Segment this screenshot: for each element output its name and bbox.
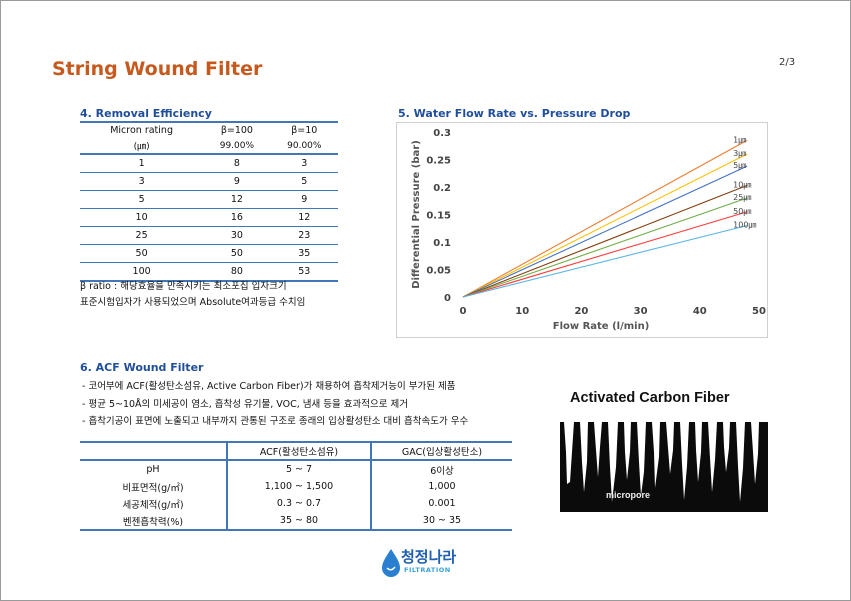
table-cell: 9 <box>270 190 338 209</box>
series-label: 1㎛ <box>733 135 746 145</box>
table-cell: 0.3 ~ 0.7 <box>226 495 371 512</box>
acf-image-title: Activated Carbon Fiber <box>570 390 730 406</box>
series-line <box>462 197 748 298</box>
table-cell: pH <box>146 464 160 475</box>
fiber-micrograph <box>560 422 768 512</box>
table-header-cell: 90.00% <box>287 140 322 151</box>
test-particle-note: 표준시험입자가 사용되었으며 Absolute여과등급 수치임 <box>80 297 306 308</box>
table-cell: 3 <box>270 153 338 173</box>
x-axis-label: Flow Rate (l/min) <box>553 321 650 332</box>
micropore-label: micropore <box>606 490 651 500</box>
removal-efficiency-table: Micron rating β=100 β=10 (㎛) 99.00% 90.0… <box>80 121 338 282</box>
series-label: 100㎛ <box>733 221 756 231</box>
table-cell: 50 <box>203 244 271 263</box>
table-cell: 35 ~ 80 <box>226 512 371 531</box>
series-line <box>462 153 748 298</box>
acf-bullet: - 흡착기공이 표면에 노출되고 내부까지 관통된 구조로 종래의 입상활성탄소… <box>82 416 469 427</box>
series-line <box>462 211 748 298</box>
table-header-cell: GAC(입상활성탄소) <box>370 441 512 461</box>
table-cell: 6이상 <box>370 460 512 478</box>
series-label: 50㎛ <box>733 207 751 217</box>
y-tick-label: 0.25 <box>426 156 451 167</box>
table-cell: 10 <box>80 208 204 227</box>
series-label: 3㎛ <box>733 149 746 159</box>
logo-subtitle: FILTRATION <box>404 566 451 574</box>
table-cell: 3 <box>80 172 204 191</box>
x-tick-label: 50 <box>752 306 766 317</box>
y-axis-label: Differential Pressure (bar) <box>411 140 422 289</box>
table-cell: 벤젠흡착력(%) <box>80 512 227 531</box>
x-tick-label: 0 <box>460 306 467 317</box>
logo-name: 청정나라 <box>401 548 457 566</box>
fiber-micrograph-svg <box>564 422 759 502</box>
acf-section-title: 6. ACF Wound Filter <box>80 361 204 374</box>
x-tick-label: 10 <box>515 306 529 317</box>
table-header-cell: β=10 <box>270 121 338 138</box>
series-line <box>462 139 748 298</box>
y-tick-label: 0.1 <box>433 238 451 249</box>
table-cell: 5 ~ 7 <box>226 460 371 478</box>
activated-carbon-fiber-image: Activated Carbon Fiber micropore <box>554 380 772 515</box>
table-cell: 80 <box>203 262 271 282</box>
series-line <box>462 184 748 298</box>
table-cell: 25 <box>80 226 204 245</box>
table-cell: 1,100 ~ 1,500 <box>226 478 371 495</box>
series-label: 10㎛ <box>733 180 751 190</box>
table-header-cell: β=100 <box>203 121 271 138</box>
y-tick-label: 0.3 <box>433 128 451 139</box>
table-cell: 53 <box>270 262 338 282</box>
x-tick-label: 30 <box>634 306 648 317</box>
table-header-cell: (㎛) <box>133 142 150 152</box>
table-cell: 12 <box>270 208 338 227</box>
page-title: String Wound Filter <box>52 58 263 80</box>
removal-efficiency-title: 4. Removal Efficiency <box>80 107 212 120</box>
flow-chart-svg: 0 0.05 0.1 0.15 0.2 0.25 0.3 0 10 20 30 40 50 Flow Ra… <box>411 128 766 332</box>
water-drop-icon <box>382 549 400 577</box>
company-logo: 청정나라 FILTRATION <box>378 544 488 580</box>
table-header-cell: 99.00% <box>219 140 255 151</box>
y-tick-label: 0.2 <box>433 183 451 194</box>
acf-bullet: - 코어부에 ACF(활성탄소섬유, Active Carbon Fiber)가… <box>82 381 456 392</box>
table-cell: 100 <box>80 262 204 282</box>
table-cell: 8 <box>203 153 271 173</box>
table-cell: 50 <box>80 244 204 263</box>
acf-bullet: - 평균 5~10Å의 미세공이 염소, 흡착성 유기물, VOC, 냄새 등을… <box>82 399 408 410</box>
y-tick-label: 0 <box>444 293 451 304</box>
table-cell: 세공체적(g/㎡) <box>122 499 184 511</box>
table-cell: 16 <box>203 208 271 227</box>
table-cell: 30 <box>203 226 271 245</box>
table-cell: 1 <box>80 153 204 173</box>
table-cell: 12 <box>203 190 271 209</box>
table-cell: 30 ~ 35 <box>370 512 512 531</box>
beta-ratio-note: β ratio : 해당효율을 만족시키는 최소포집 입자크기 <box>80 281 287 292</box>
table-cell: 비표면적(g/㎡) <box>122 482 184 494</box>
table-cell: 23 <box>270 226 338 245</box>
series-line <box>462 165 748 298</box>
x-tick-label: 20 <box>574 306 588 317</box>
table-cell: 1,000 <box>370 478 512 495</box>
table-header-cell: ACF(활성탄소섬유) <box>226 441 371 461</box>
flow-chart-title: 5. Water Flow Rate vs. Pressure Drop <box>398 107 631 120</box>
table-header-cell: Micron rating <box>80 121 204 138</box>
page-number: 2/3 <box>779 57 796 68</box>
table-cell: 5 <box>270 172 338 191</box>
acf-comparison-table: ACF(활성탄소섬유) GAC(입상활성탄소) pH 5 ~ 7 6이상 비표면적(… <box>80 441 512 531</box>
table-header-cell <box>80 441 227 461</box>
series-label: 25㎛ <box>733 193 751 203</box>
table-cell: 35 <box>270 244 338 263</box>
table-cell: 5 <box>80 190 204 209</box>
x-tick-label: 40 <box>693 306 707 317</box>
series-line <box>462 224 748 298</box>
flow-chart: 0 0.05 0.1 0.15 0.2 0.25 0.3 0 10 20 30 40 50 Flow Ra… <box>396 122 768 338</box>
y-tick-label: 0.05 <box>426 266 451 277</box>
table-cell: 0.001 <box>370 495 512 512</box>
series-label: 5㎛ <box>733 161 746 171</box>
y-tick-label: 0.15 <box>426 211 451 222</box>
table-cell: 9 <box>203 172 271 191</box>
